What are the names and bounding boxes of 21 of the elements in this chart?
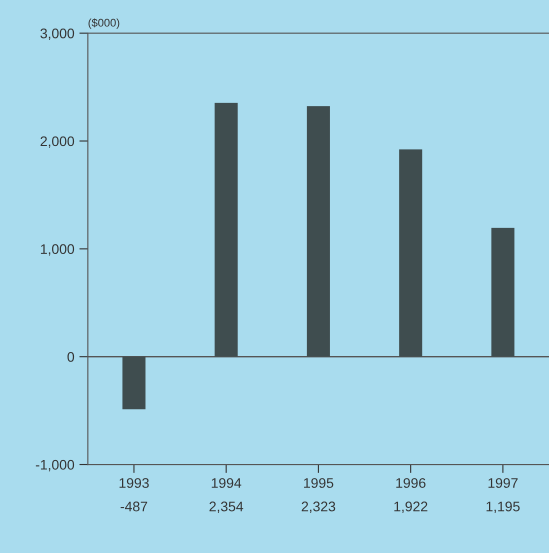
x-tick-label: 1993 [120,478,149,488]
bar [214,102,238,357]
x-tick-label: 1997 [488,478,518,488]
y-tick-label: 2,000 [40,136,74,148]
y-tick-label: 3,000 [40,28,74,40]
data-label: 1,922 [394,502,428,514]
y-tick-label: -1,000 [36,460,74,472]
bar [491,228,514,357]
data-label: -487 [120,502,148,512]
bar [122,356,146,410]
data-label: 2,354 [210,502,244,514]
y-tick-label: 0 [67,352,74,362]
x-tick-label: 1994 [212,478,242,488]
y-tick-label: 1,000 [40,244,74,256]
bar [399,149,422,357]
data-label: 1,195 [486,502,520,514]
y-axis-title: ($000) [88,18,120,29]
bar [306,106,330,357]
x-tick-label: 1995 [304,478,334,488]
data-label: 2,323 [302,502,336,514]
x-tick-label: 1996 [396,478,426,488]
